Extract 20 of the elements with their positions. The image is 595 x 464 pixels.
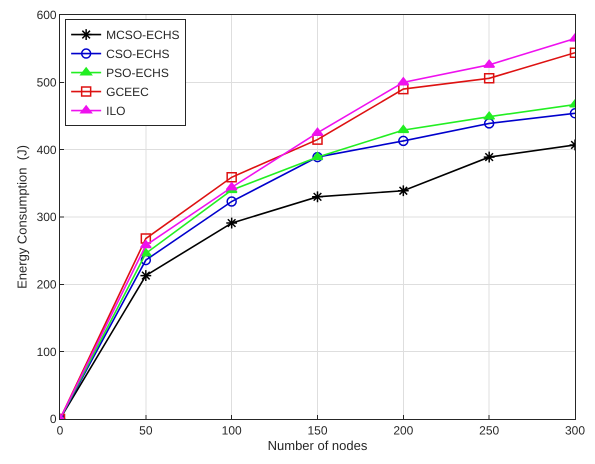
y-tick-label: 600: [36, 8, 57, 22]
legend-label: GCEEC: [106, 85, 150, 100]
legend-label: MCSO-ECHS: [106, 28, 180, 42]
y-tick-label: 400: [36, 142, 57, 157]
x-tick-label: 200: [393, 423, 414, 438]
y-tick-label: 0: [50, 412, 57, 426]
x-tick-label: 100: [222, 423, 242, 438]
legend-label: CSO-ECHS: [106, 47, 170, 62]
y-axis-title: Energy Consumption (J): [14, 145, 30, 289]
x-tick-label: 250: [479, 423, 500, 438]
y-tick-label: 200: [36, 278, 57, 292]
legend-label: ILO: [106, 104, 126, 118]
y-tick-label: 500: [36, 76, 57, 90]
x-tick-label: 150: [307, 423, 328, 438]
y-tick-label: 100: [36, 344, 57, 359]
x-axis-title: Number of nodes: [268, 438, 368, 453]
x-tick-label: 50: [139, 423, 153, 438]
y-tick-label: 300: [36, 210, 57, 224]
legend-label: PSO-ECHS: [106, 66, 169, 80]
x-tick-label: 300: [564, 423, 586, 438]
